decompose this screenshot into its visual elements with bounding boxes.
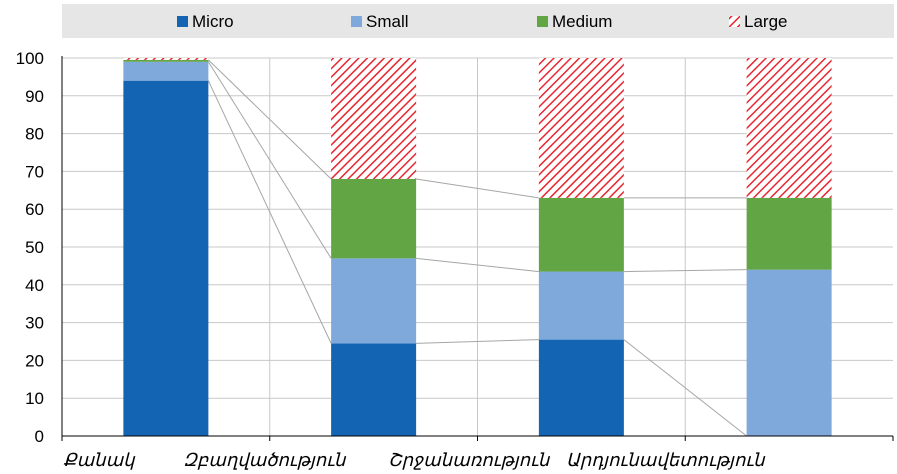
- connector-0-1: [207, 61, 332, 259]
- y-tick-label-10: 10: [25, 389, 44, 408]
- x-category-label-3: Արդյունավետություն: [566, 450, 766, 470]
- legend-background: [62, 4, 894, 38]
- bar-medium-1: [331, 178, 417, 259]
- bar-micro-2: [538, 339, 624, 436]
- x-category-label-0: Քանակ: [63, 450, 136, 470]
- y-tick-label-100: 100: [16, 49, 44, 68]
- x-category-label-2: Շրջանառություն: [388, 450, 551, 470]
- bar-large-1: [331, 58, 417, 179]
- legend-swatch-micro: [177, 16, 188, 27]
- connector-0-2: [208, 59, 332, 180]
- connector-2-1: [623, 269, 747, 273]
- bar-medium-3: [746, 197, 832, 270]
- bar-medium-2: [538, 197, 624, 272]
- bar-small-2: [538, 271, 624, 340]
- y-tick-label-40: 40: [25, 276, 44, 295]
- legend-label-large: Large: [744, 12, 787, 31]
- legend-label-small: Small: [366, 12, 409, 31]
- legend-swatch-large: [729, 16, 740, 27]
- axes: 0 10 20 30 40 50 60 70 80 90 100 Քանակ Զբաղվածությու…: [16, 49, 894, 470]
- connector-1-0: [416, 339, 539, 344]
- connector-1-2: [416, 178, 539, 199]
- legend-label-medium: Medium: [552, 12, 612, 31]
- bar-small-1: [331, 258, 417, 344]
- legend: Micro Small Medium Large: [177, 12, 787, 31]
- connector-1-1: [416, 257, 539, 273]
- connector-lines: [207, 59, 747, 437]
- bar-small-3: [746, 269, 832, 436]
- legend-swatch-small: [351, 16, 362, 27]
- y-tick-label-60: 60: [25, 200, 44, 219]
- x-category-label-1: Զբաղվածություն: [183, 450, 347, 470]
- y-tick-label-30: 30: [25, 314, 44, 333]
- connector-0-0: [207, 80, 332, 344]
- y-tick-label-50: 50: [25, 238, 44, 257]
- y-tick-label-80: 80: [25, 125, 44, 144]
- bar-medium-0: [123, 59, 209, 62]
- y-tick-label-20: 20: [25, 351, 44, 370]
- bar-large-3: [746, 58, 832, 198]
- y-tick-label-0: 0: [35, 427, 44, 446]
- legend-label-micro: Micro: [192, 12, 234, 31]
- bar-large-2: [538, 58, 624, 198]
- bars: [123, 58, 832, 437]
- bar-small-0: [123, 61, 209, 81]
- bar-micro-1: [331, 343, 417, 436]
- bar-micro-0: [123, 80, 209, 437]
- connector-2-0: [623, 339, 747, 437]
- y-tick-label-70: 70: [25, 162, 44, 181]
- legend-swatch-medium: [537, 16, 548, 27]
- y-tick-label-90: 90: [25, 87, 44, 106]
- bar-large-0: [123, 58, 209, 60]
